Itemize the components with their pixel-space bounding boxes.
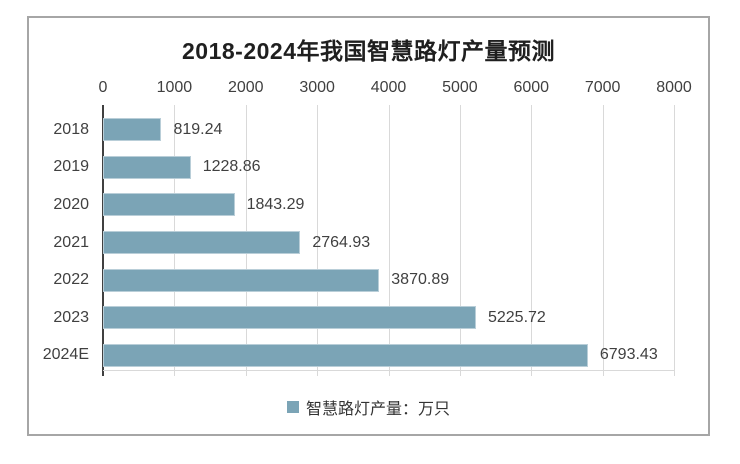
x-tick-label: 3000 <box>299 79 335 96</box>
category-label: 2024E <box>42 346 89 364</box>
x-tick-label: 1000 <box>156 79 193 96</box>
plot-bottom-line <box>103 370 674 371</box>
value-label: 3870.89 <box>391 271 450 289</box>
value-label: 2764.93 <box>312 233 371 251</box>
bar-2020 <box>103 193 235 217</box>
x-tick-label: 6000 <box>513 79 550 96</box>
bar-2019 <box>103 155 191 179</box>
x-tick-label: 7000 <box>584 79 621 96</box>
value-label: 6793.43 <box>599 346 658 364</box>
category-label: 2021 <box>53 233 89 251</box>
bar-2021 <box>103 231 301 254</box>
value-label: 1228.86 <box>202 158 261 176</box>
legend: 智慧路灯产量：万只 <box>29 397 708 418</box>
bar-2024E <box>103 343 588 367</box>
plot-area: 0 1000 2000 3000 4000 5000 6000 7000 8000 2018 819… <box>29 18 708 434</box>
gridline <box>388 105 390 376</box>
gridline <box>317 105 319 376</box>
category-label: 2019 <box>53 158 89 176</box>
category-label: 2022 <box>53 271 89 289</box>
gridline <box>602 105 604 376</box>
bar-2022 <box>103 268 380 292</box>
x-tick-label: 4000 <box>370 79 407 96</box>
category-label: 2023 <box>53 308 89 326</box>
gridline <box>674 105 675 376</box>
value-label: 819.24 <box>173 120 223 138</box>
gridline <box>459 105 461 376</box>
legend-swatch-icon <box>286 401 299 413</box>
chart-title: 2018-2024年我国智慧路灯产量预测 <box>182 38 555 64</box>
x-tick-label: 5000 <box>442 79 478 96</box>
x-tick-label: 0 <box>98 79 108 96</box>
legend-label: 智慧路灯产量：万只 <box>305 401 450 418</box>
gridline <box>531 105 533 376</box>
x-tick-label: 8000 <box>656 79 692 96</box>
chart-frame: 2018-2024年我国智慧路灯产量预测 0 1000 2000 3000 4000 50… <box>27 16 710 436</box>
value-label: 5225.72 <box>487 308 546 326</box>
bar-2023 <box>103 306 476 330</box>
value-label: 1843.29 <box>246 195 305 213</box>
bar-2018 <box>103 118 162 142</box>
category-label: 2020 <box>53 195 89 213</box>
category-label: 2018 <box>53 120 89 138</box>
x-tick-label: 2000 <box>227 79 264 96</box>
